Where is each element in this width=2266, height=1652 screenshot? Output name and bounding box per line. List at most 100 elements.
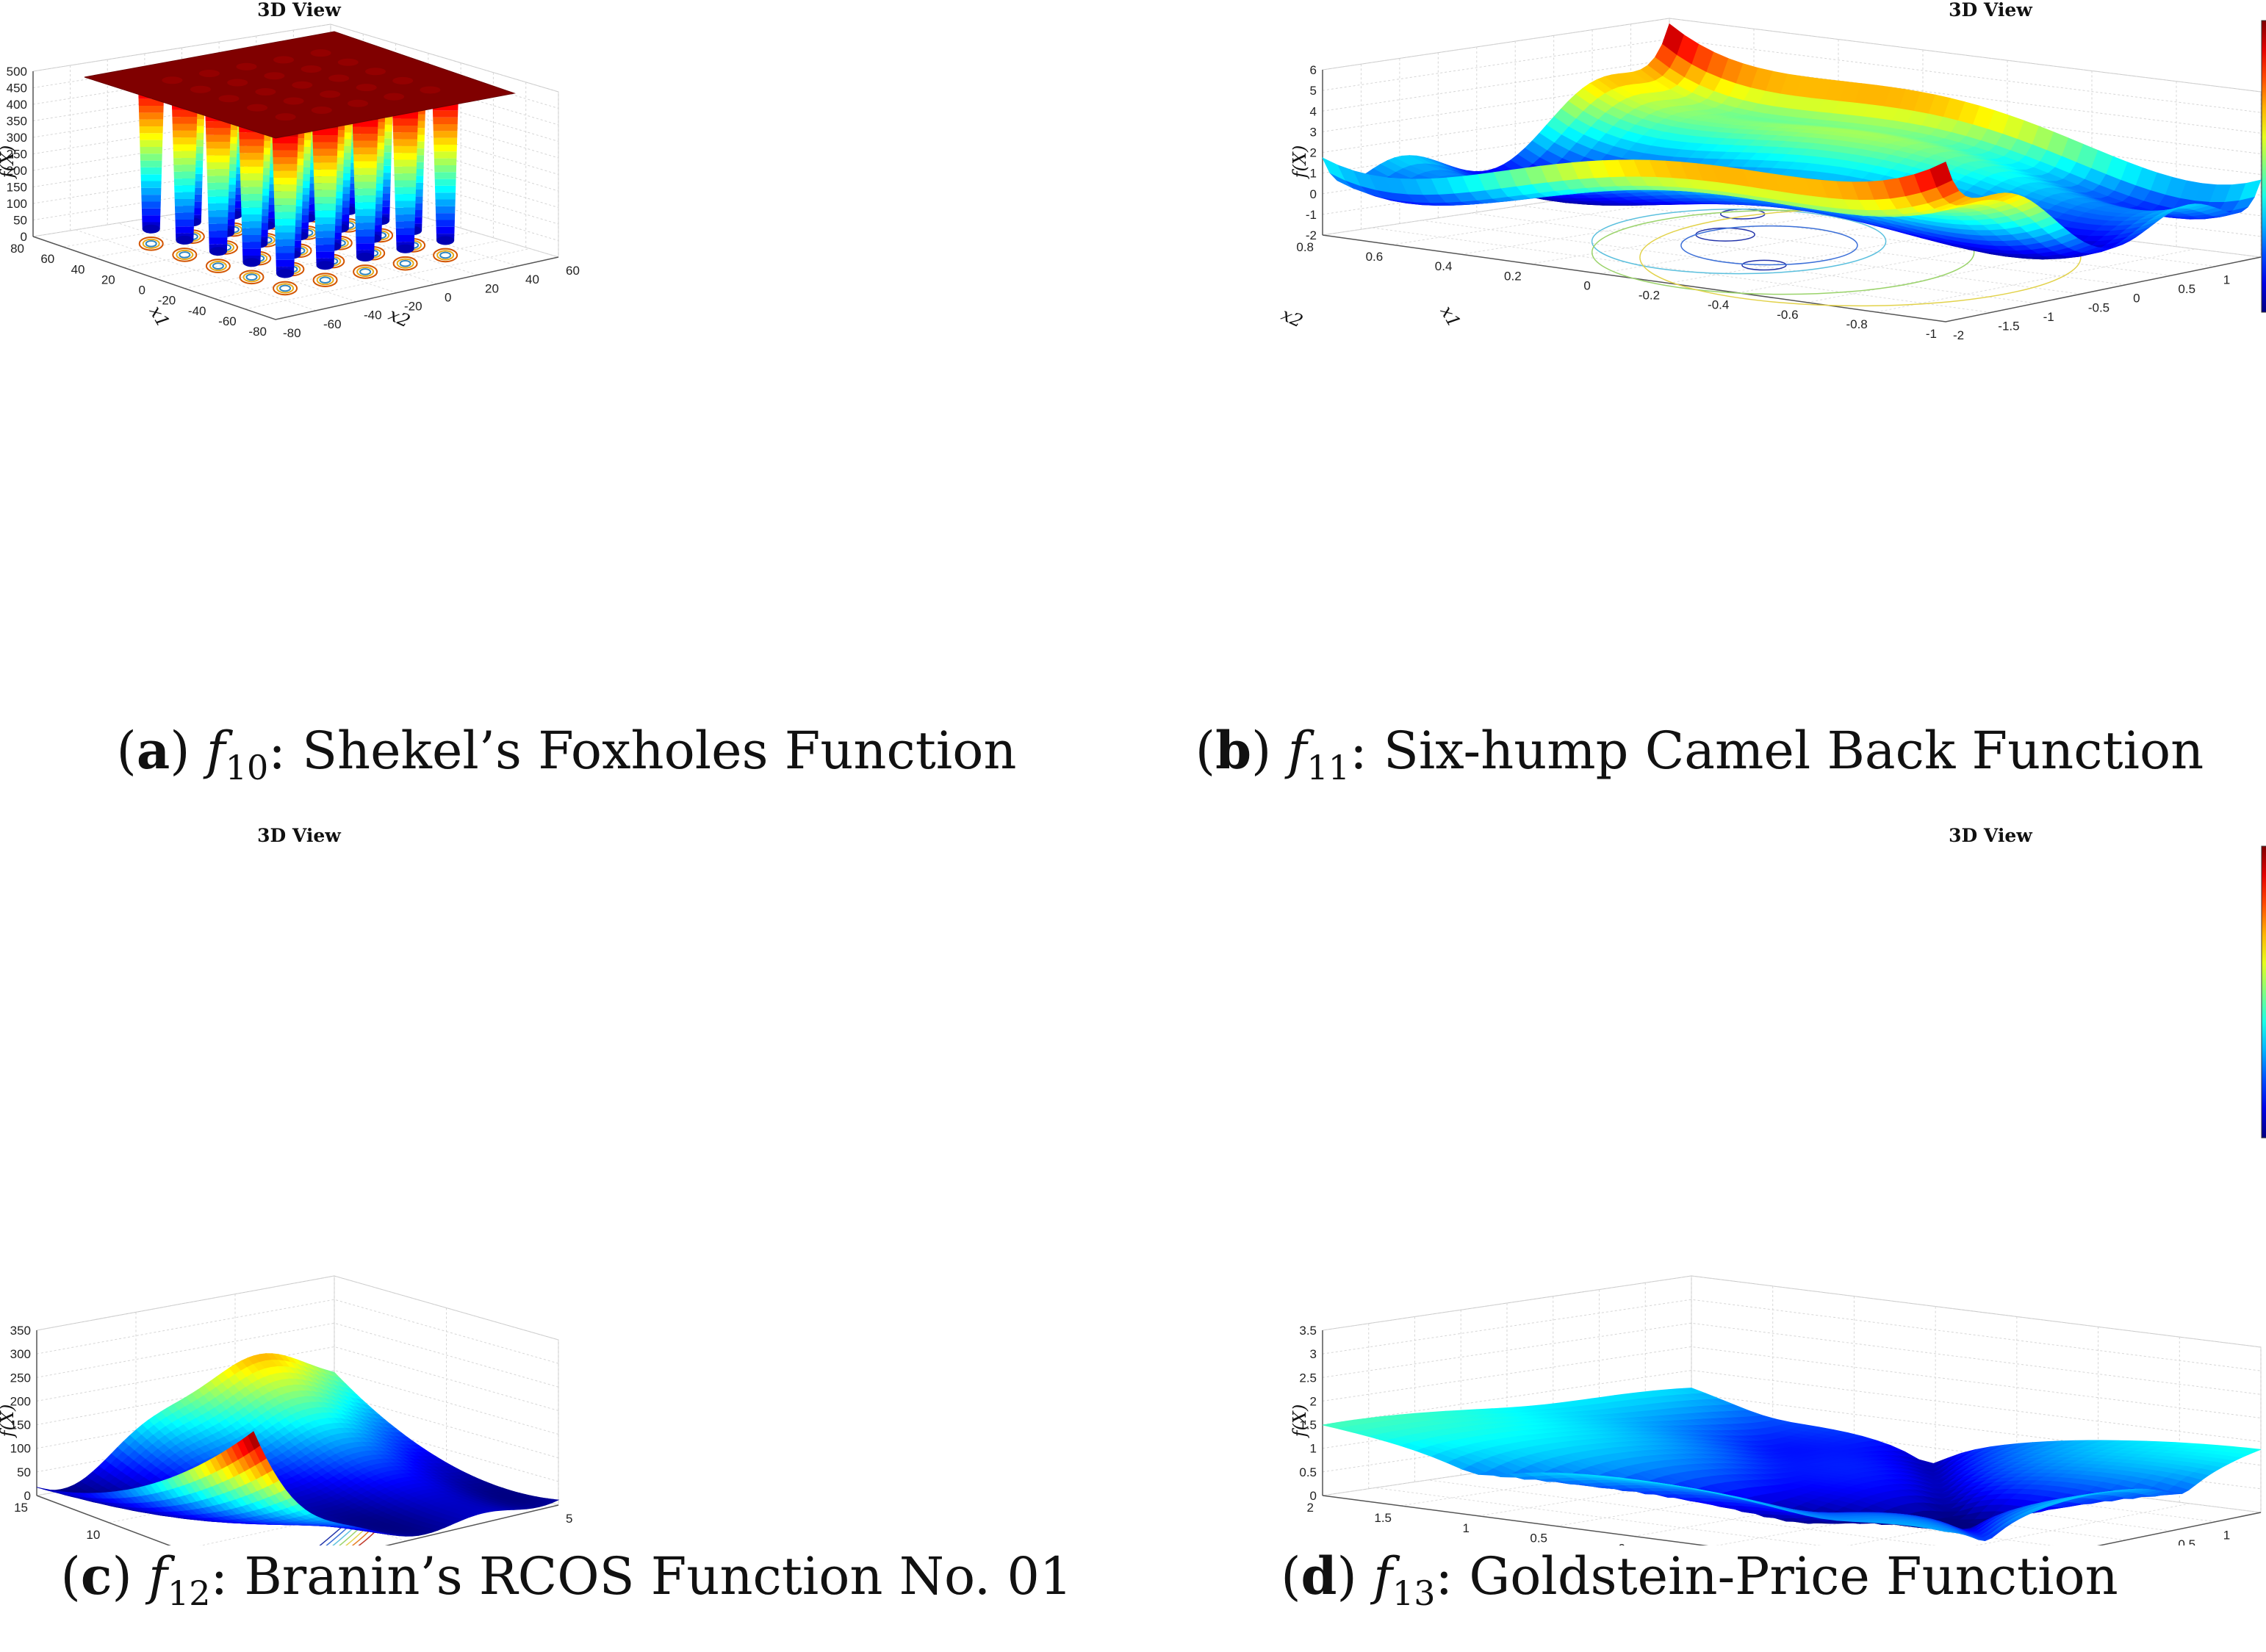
z-tick-label: 3 [1310, 125, 1317, 139]
panel-d: 00.511.522.533.521.510.50-0.5-1-1.5-2-2-… [1133, 826, 2266, 1651]
z-tick-label: -1 [1306, 208, 1317, 222]
x1-tick-label: 1 [1463, 1521, 1470, 1535]
x1-tick-label: -0.2 [1639, 289, 1660, 303]
x2-tick-label: 1 [2223, 273, 2230, 287]
x1-tick-label: -0.4 [1708, 298, 1729, 312]
surface [1322, 1388, 2262, 1542]
x1-axis-label: x1 [1436, 303, 1465, 331]
caption-d: (d) f13: Goldstein-Price Function [1281, 1545, 2118, 1613]
panel-a: 0 50 100 150 200 250 300 350 400 450 500 80 60 40 20 0-… [0, 0, 1133, 826]
z-tick-label: 250 [10, 1371, 31, 1385]
z-tick-label: 100 [10, 1442, 31, 1456]
z-tick-label: -2 [1306, 228, 1317, 242]
z-tick-label: 1 [1310, 167, 1317, 181]
z-tick-label: 3 [1310, 1347, 1317, 1361]
z-tick-label: 0 [24, 1489, 31, 1503]
z-tick-label: 50 [17, 1465, 31, 1479]
z-tick-label: 400 [7, 98, 27, 112]
caption-b: (b) f11: Six-hump Camel Back Function [1195, 720, 2204, 787]
z-tick-label: 350 [7, 115, 27, 129]
z-tick-label: 2 [1310, 1394, 1317, 1408]
chart-d: 00.511.522.533.521.510.50-0.5-1-1.5-2-2-… [1290, 826, 2266, 1546]
x2-tick-label: -40 [364, 309, 382, 322]
x2-tick-label: 0.5 [2178, 1537, 2195, 1545]
x2-tick-label: 20 [485, 281, 499, 295]
x1-tick-label: 0.4 [1435, 259, 1453, 273]
x2-tick-label: -60 [323, 317, 342, 331]
x2-tick-label: 40 [525, 273, 539, 286]
z-tick-label: 500 [7, 65, 27, 79]
z-tick-label: 2.5 [1299, 1371, 1317, 1385]
z-tick-label: 350 [10, 1324, 31, 1338]
x2-tick-label: 60 [566, 264, 580, 278]
z-tick-label: 6 [1310, 63, 1317, 77]
surface [1322, 23, 2262, 260]
x1-tick-label: -60 [218, 314, 237, 328]
chart-title: 3D View [257, 826, 342, 846]
z-tick-label: 300 [10, 1347, 31, 1361]
x1-tick-label: 0.5 [1530, 1532, 1547, 1545]
chart-b: -2 -1 0 1 2 3 4 5 6 0.8 0.6 0.4 0.2 0 -0.2 -0.4 -0.6 -0.8… [1278, 0, 2266, 342]
x1-tick-label: -1 [1926, 327, 1937, 341]
x2-axis-label: x2 [1278, 304, 1306, 332]
z-tick-label: 1 [1310, 1442, 1317, 1456]
x1-tick-label: -20 [158, 294, 176, 308]
x2-tick-label: 0 [445, 290, 451, 304]
x2-tick-label: -20 [404, 300, 422, 314]
x1-tick-label: 60 [40, 252, 54, 266]
z-axis-label: f(X) [0, 1404, 18, 1439]
x2-tick-label: -1 [2043, 310, 2054, 324]
x1-tick-label: 15 [14, 1501, 28, 1515]
x1-tick-label: 40 [71, 262, 85, 276]
caption-a: (a) f10: Shekel’s Foxholes Function [116, 720, 1017, 787]
chart-title: 3D View [1949, 0, 2033, 21]
z-tick-label: 50 [13, 214, 27, 228]
x2-tick-label: -0.5 [2088, 300, 2109, 314]
x2-tick-label: 5 [566, 1512, 572, 1526]
x2-tick-label: 0.5 [2178, 282, 2195, 296]
chart-title: 3D View [1949, 826, 2033, 846]
z-tick-label: 3.5 [1299, 1324, 1317, 1338]
z-tick-label: 0.5 [1299, 1465, 1317, 1479]
x1-tick-label: -80 [248, 325, 267, 339]
z-axis-label: f(X) [1290, 145, 1310, 180]
x1-tick-label: 0 [139, 284, 145, 297]
panel-b: -2 -1 0 1 2 3 4 5 6 0.8 0.6 0.4 0.2 0 -0.2 -0.4 -0.6 -0.8… [1133, 0, 2266, 826]
z-tick-label: 300 [7, 131, 27, 145]
chart-title: 3D View [257, 0, 342, 21]
z-axis-label: f(X) [1290, 1404, 1310, 1439]
x1-tick-label: 2 [1307, 1501, 1314, 1515]
x1-tick-label: 0 [1619, 1542, 1625, 1546]
caption-c: (c) f12: Branin’s RCOS Function No. 01 [60, 1545, 1073, 1613]
z-tick-label: 150 [10, 1418, 31, 1432]
x1-tick-label: 20 [101, 273, 115, 286]
z-tick-label: 200 [7, 164, 27, 178]
z-tick-label: 250 [7, 148, 27, 162]
colorbar [2261, 20, 2266, 313]
z-tick-label: 0 [21, 230, 27, 244]
panel-c: 050100150200250300350151050-5053D Viewf(… [0, 826, 1133, 1651]
x1-tick-label: 1.5 [1374, 1511, 1392, 1525]
z-tick-label: 4 [1310, 104, 1317, 118]
chart-c: 050100150200250300350151050-5053D Viewf(… [0, 826, 572, 1545]
z-tick-label: 200 [10, 1394, 31, 1408]
z-axis-label: f(X) [0, 145, 18, 180]
x1-tick-label: -0.8 [1846, 317, 1867, 331]
x2-tick-label: -2 [1953, 328, 1964, 342]
surface [36, 1353, 560, 1537]
x1-tick-label: -0.6 [1777, 308, 1798, 322]
x2-tick-label: 1 [2223, 1529, 2230, 1543]
x2-tick-label: -1.5 [1998, 319, 2019, 333]
z-tick-label: 0 [1310, 187, 1317, 201]
x1-tick-label: 80 [10, 242, 24, 256]
z-tick-label: 150 [7, 181, 27, 195]
x1-tick-label: 0.2 [1504, 269, 1522, 283]
x1-tick-label: 0 [1583, 278, 1590, 292]
x2-tick-label: -80 [283, 326, 301, 340]
z-tick-label: 450 [7, 82, 27, 95]
x1-tick-label: -40 [188, 304, 206, 318]
x1-tick-label: 0.6 [1366, 250, 1384, 264]
z-tick-label: 1.5 [1299, 1418, 1317, 1432]
x2-tick-label: 0 [2133, 292, 2140, 306]
x1-tick-label: 10 [86, 1528, 100, 1542]
